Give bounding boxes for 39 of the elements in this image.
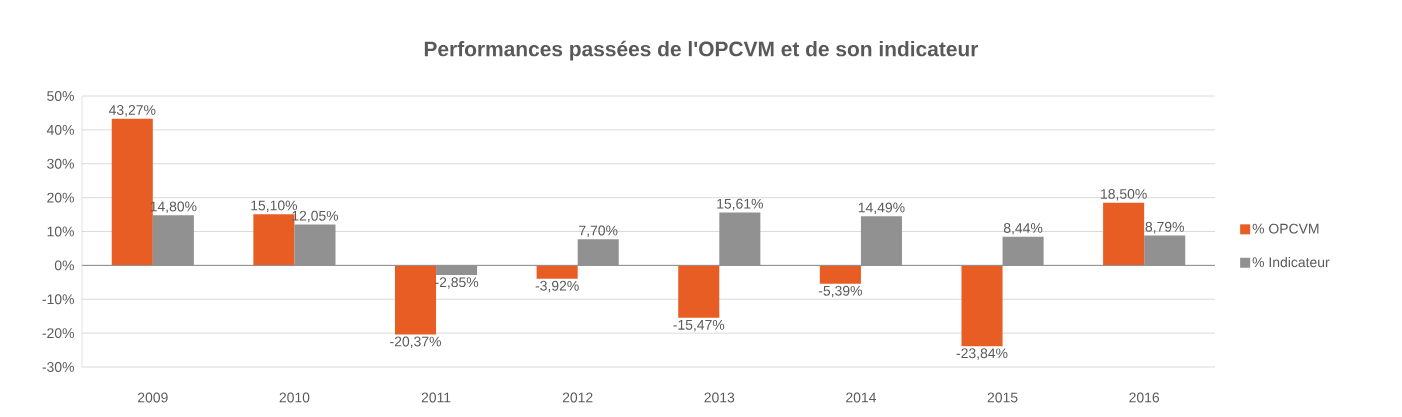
data-label: -5,39% [818,285,862,298]
data-label: 18,50% [1101,188,1147,201]
legend-label: % Indicateur [1252,256,1330,268]
bar [394,265,437,335]
data-label: 15,10% [251,200,298,213]
data-label: 8,79% [1145,221,1184,234]
data-label: -15,47% [673,319,725,332]
bar [961,265,1003,347]
y-tick-label: 50% [47,91,74,101]
data-label: -23,84% [956,348,1008,360]
bar [536,265,578,279]
data-label: -20,37% [390,336,441,349]
y-tick-label: 10% [47,226,74,237]
bar [819,265,861,284]
data-label: 14,49% [858,202,905,215]
data-label: 15,61% [717,198,763,211]
data-label: 43,27% [108,105,156,117]
x-tick-label: 2013 [704,392,735,403]
y-tick-label: 0% [54,260,74,271]
data-label: 8,44% [1003,223,1043,235]
legend-label: % OPCVM [1252,223,1319,234]
data-label: -3,92% [535,280,579,293]
y-tick-label: -10% [42,294,74,305]
x-tick-label: 2011 [421,392,451,403]
bar [678,265,720,318]
y-tick-label: -20% [42,328,74,339]
y-tick-label: 30% [47,158,74,169]
x-tick-label: 2012 [562,392,593,403]
y-tick-label: 20% [47,192,74,203]
x-tick-label: 2009 [138,392,168,403]
x-tick-label: 2016 [1129,392,1160,403]
chart-title: Performances passées de l'OPCVM et de son indicateur [424,40,979,61]
y-tick-label: -30% [42,362,74,372]
data-label: 7,70% [579,225,618,238]
y-tick-label: 40% [46,124,74,135]
x-tick-label: 2010 [279,392,310,403]
bar [1103,202,1145,266]
x-tick-label: 2015 [987,392,1018,403]
x-tick-label: 2014 [846,392,877,403]
